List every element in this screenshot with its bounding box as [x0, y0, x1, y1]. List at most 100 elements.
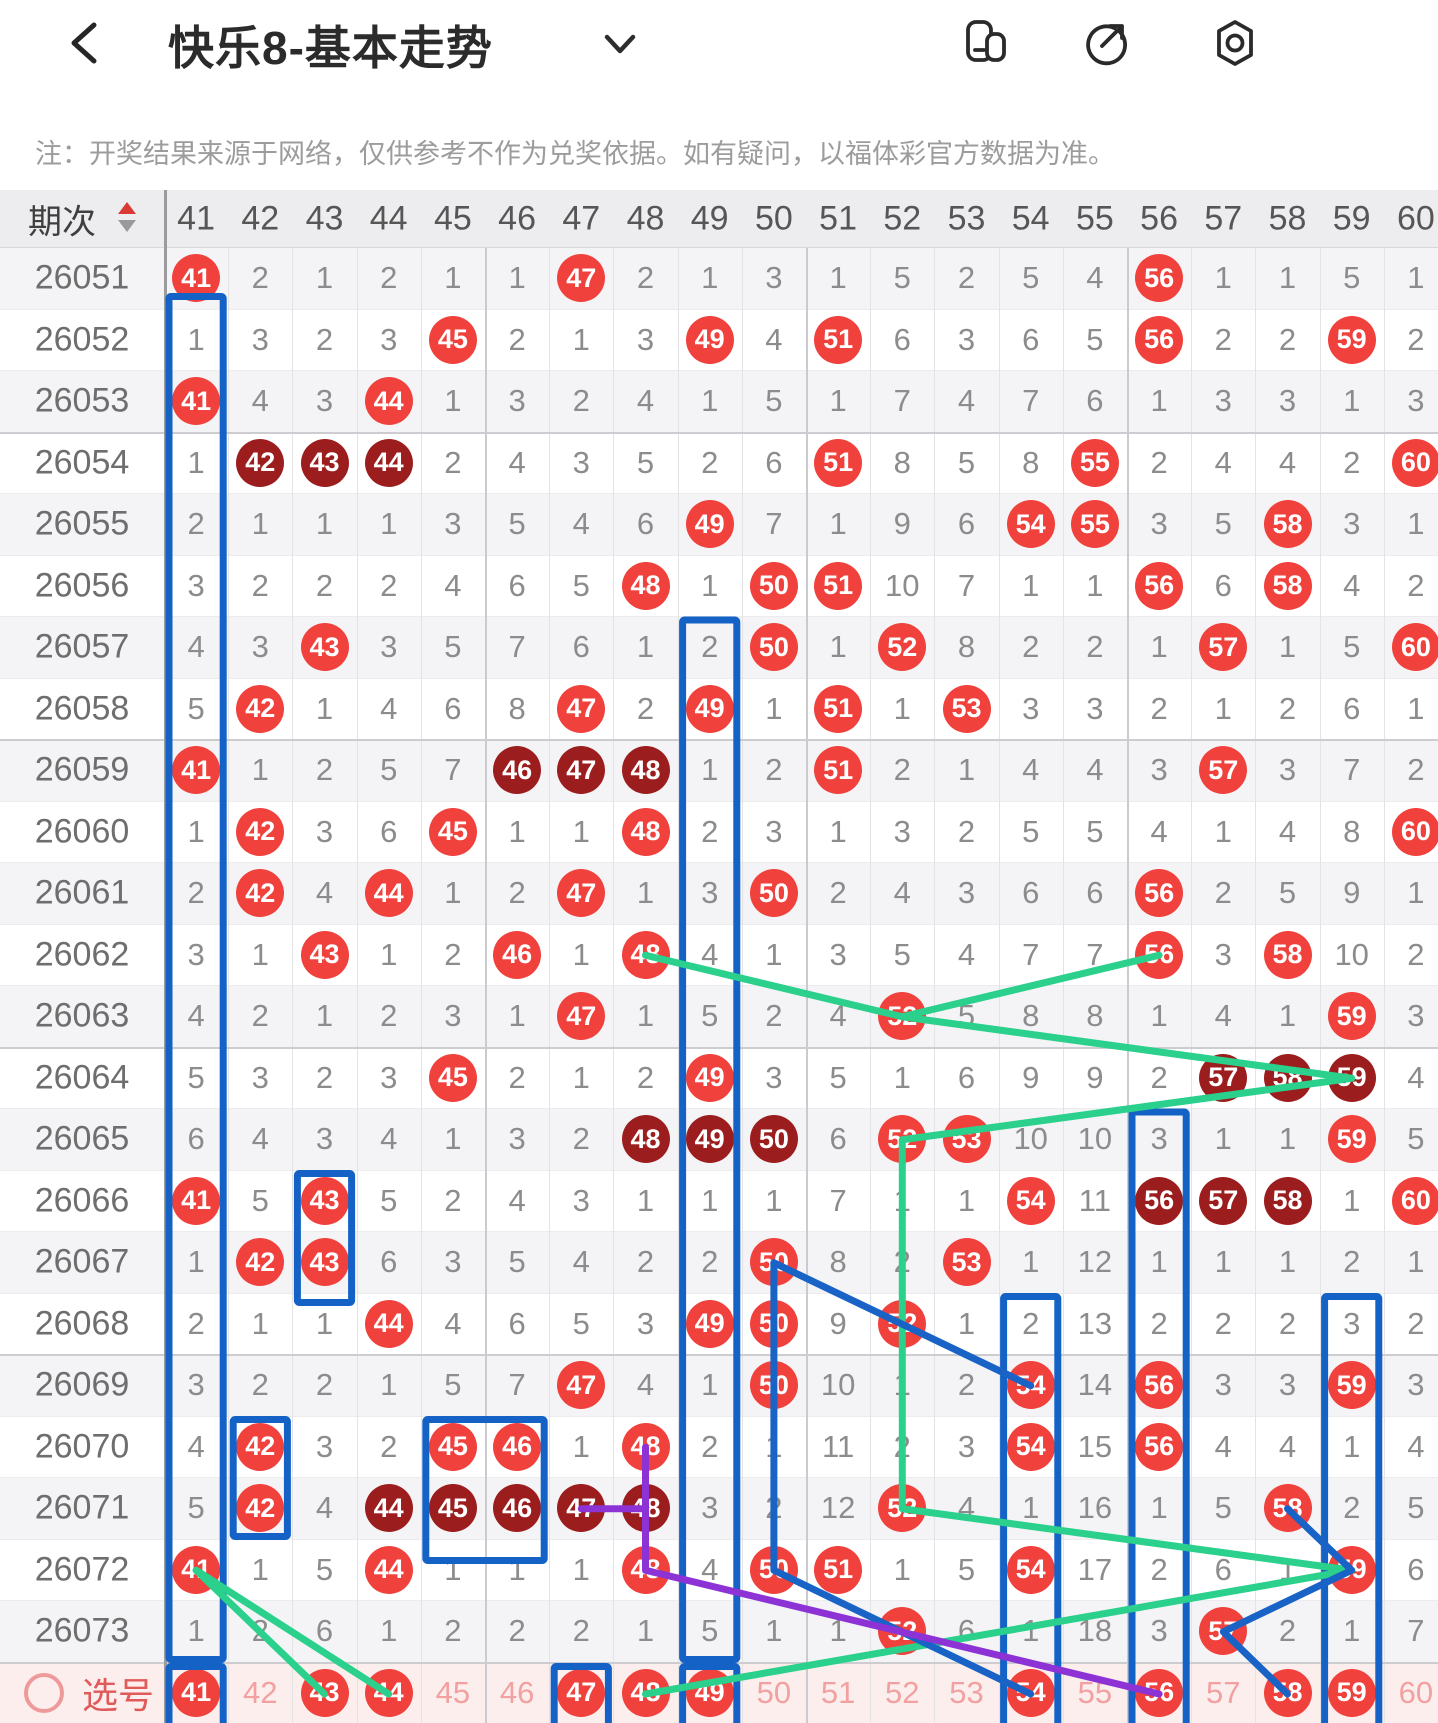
miss-count: 4 — [187, 1428, 205, 1464]
selected-number-ball-49[interactable]: 49 — [685, 1668, 734, 1717]
drawn-ball-42: 42 — [236, 1238, 285, 1287]
miss-count: 2 — [636, 260, 655, 296]
miss-count: 1 — [1214, 690, 1232, 726]
grid-line — [228, 248, 230, 1723]
miss-count: 1 — [1407, 875, 1425, 911]
selectable-number-46[interactable]: 46 — [499, 1674, 535, 1710]
miss-count: 2 — [187, 875, 205, 911]
selected-number-ball-59[interactable]: 59 — [1327, 1668, 1376, 1717]
drawn-ball-45: 45 — [428, 1053, 477, 1102]
selectable-number-60[interactable]: 60 — [1398, 1674, 1434, 1710]
drawn-ball-56: 56 — [1135, 1422, 1184, 1471]
miss-count: 3 — [1407, 383, 1425, 419]
drawn-ball-42: 42 — [236, 869, 285, 918]
selectable-number-42[interactable]: 42 — [243, 1674, 278, 1710]
drawn-ball-43: 43 — [300, 623, 349, 672]
selection-circle-icon[interactable] — [24, 1672, 64, 1713]
selectable-number-53[interactable]: 53 — [949, 1674, 984, 1710]
miss-count: 1 — [893, 1551, 911, 1587]
selection-label: 选号 — [82, 1674, 155, 1716]
selected-number-ball-56[interactable]: 56 — [1135, 1668, 1184, 1717]
drawn-ball-54: 54 — [1006, 1545, 1055, 1594]
miss-count: 1 — [1214, 813, 1232, 849]
period-column-header[interactable]: 期次 — [28, 203, 96, 241]
miss-count: 1 — [636, 629, 655, 665]
back-icon[interactable] — [62, 18, 110, 68]
selected-number-ball-54[interactable]: 54 — [1006, 1668, 1055, 1717]
trend-row-26056: 26056 3 2 2 2 4 6 5 48 1 50 51 10 7 1 1 56 6 58 4 2 — [0, 556, 1438, 617]
miss-count: 9 — [829, 1305, 847, 1341]
share-icon[interactable] — [1079, 17, 1131, 69]
miss-count: 1 — [701, 567, 719, 603]
miss-count: 4 — [572, 506, 590, 542]
drawn-ball-47: 47 — [557, 869, 606, 918]
miss-count: 6 — [1343, 690, 1361, 726]
miss-count: 2 — [1278, 1613, 1297, 1649]
selected-number-ball-41[interactable]: 41 — [172, 1668, 221, 1717]
miss-count: 1 — [765, 1182, 783, 1218]
drawn-ball-45: 45 — [428, 807, 477, 856]
miss-count: 1 — [1407, 690, 1425, 726]
miss-count: 5 — [701, 1613, 719, 1649]
miss-count: 5 — [1278, 875, 1297, 911]
miss-count: 7 — [508, 629, 526, 665]
miss-count: 3 — [380, 1059, 398, 1095]
selectable-number-45[interactable]: 45 — [435, 1674, 471, 1710]
sort-icon[interactable] — [118, 193, 138, 243]
miss-count: 2 — [701, 629, 719, 665]
miss-count: 6 — [1086, 875, 1104, 911]
miss-count: 5 — [380, 752, 398, 788]
drawn-ball-52: 52 — [878, 1607, 927, 1656]
selected-number-ball-44[interactable]: 44 — [364, 1668, 413, 1717]
column-header-44: 44 — [369, 199, 408, 237]
drawn-ball-48: 48 — [621, 746, 670, 795]
grid-line — [741, 248, 743, 1723]
selected-number-ball-47[interactable]: 47 — [557, 1668, 606, 1717]
miss-count: 11 — [822, 1428, 855, 1464]
selectable-number-55[interactable]: 55 — [1077, 1674, 1113, 1710]
grid-line — [998, 248, 1000, 1723]
selected-number-ball-43[interactable]: 43 — [300, 1668, 349, 1717]
drawn-ball-57: 57 — [1199, 746, 1248, 795]
period-label: 26064 — [34, 1058, 130, 1097]
miss-count: 3 — [315, 813, 334, 849]
miss-count: 4 — [1086, 752, 1104, 788]
selectable-number-52[interactable]: 52 — [885, 1674, 920, 1710]
hexagon-dot-icon[interactable] — [1209, 17, 1261, 69]
multi-window-icon[interactable] — [959, 17, 1011, 69]
period-label: 26051 — [34, 258, 130, 297]
miss-count: 1 — [572, 936, 590, 972]
column-header-45: 45 — [433, 199, 472, 237]
miss-count: 7 — [1086, 936, 1104, 972]
miss-count: 7 — [829, 1182, 847, 1218]
miss-count: 8 — [957, 629, 976, 665]
miss-count: 4 — [251, 1121, 269, 1157]
selectable-number-57[interactable]: 57 — [1206, 1674, 1241, 1710]
miss-count: 4 — [1343, 567, 1361, 603]
miss-count: 2 — [636, 1244, 655, 1280]
miss-count: 5 — [380, 1182, 398, 1218]
miss-count: 2 — [701, 813, 719, 849]
drawn-ball-60: 60 — [1391, 438, 1438, 487]
miss-count: 3 — [1022, 690, 1040, 726]
miss-count: 3 — [187, 936, 205, 972]
drawn-ball-53: 53 — [942, 684, 991, 733]
miss-count: 2 — [251, 1613, 269, 1649]
page-title: 快乐8-基本走势 — [168, 22, 493, 74]
selectable-number-51[interactable]: 51 — [820, 1674, 856, 1710]
drawn-ball-43: 43 — [300, 438, 349, 487]
drawn-ball-44: 44 — [364, 1545, 413, 1594]
miss-count: 11 — [1078, 1182, 1111, 1218]
miss-count: 2 — [765, 998, 783, 1034]
drawn-ball-51: 51 — [814, 315, 863, 364]
miss-count: 8 — [893, 444, 911, 480]
miss-count: 5 — [1407, 1121, 1425, 1157]
selectable-number-50[interactable]: 50 — [756, 1674, 792, 1710]
selected-number-ball-58[interactable]: 58 — [1263, 1668, 1312, 1717]
column-header-42: 42 — [241, 199, 280, 237]
chevron-down-icon[interactable] — [600, 30, 640, 60]
selected-number-ball-48[interactable]: 48 — [621, 1668, 670, 1717]
miss-count: 1 — [380, 506, 398, 542]
miss-count: 2 — [1343, 444, 1361, 480]
